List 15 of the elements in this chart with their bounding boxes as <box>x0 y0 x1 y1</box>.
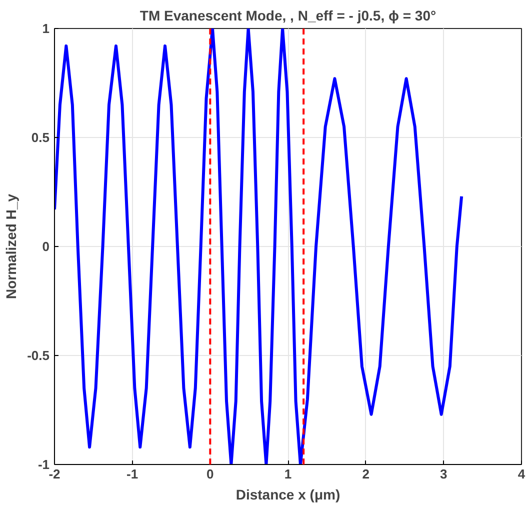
y-tick-label: 0.5 <box>31 130 50 145</box>
y-tick-label: -1 <box>38 457 50 472</box>
y-tick-label: 1 <box>42 21 50 36</box>
x-tick-label: 3 <box>440 466 448 482</box>
x-tick-label: -2 <box>48 466 60 482</box>
x-tick-label: 4 <box>518 466 526 482</box>
x-tick-label: 0 <box>206 466 214 482</box>
y-tick-label: 0 <box>42 239 50 254</box>
x-tick-label: 2 <box>362 466 370 482</box>
x-tick-label: 1 <box>284 466 292 482</box>
x-tick-label: -1 <box>126 466 138 482</box>
y-tick-label: -0.5 <box>27 348 50 363</box>
x-axis-title: Distance x (μm) <box>236 486 340 502</box>
chart-title: TM Evanescent Mode, , N_eff = - j0.5, ϕ = 30° <box>140 8 436 24</box>
y-axis-title: Normalized H_y <box>3 194 20 300</box>
